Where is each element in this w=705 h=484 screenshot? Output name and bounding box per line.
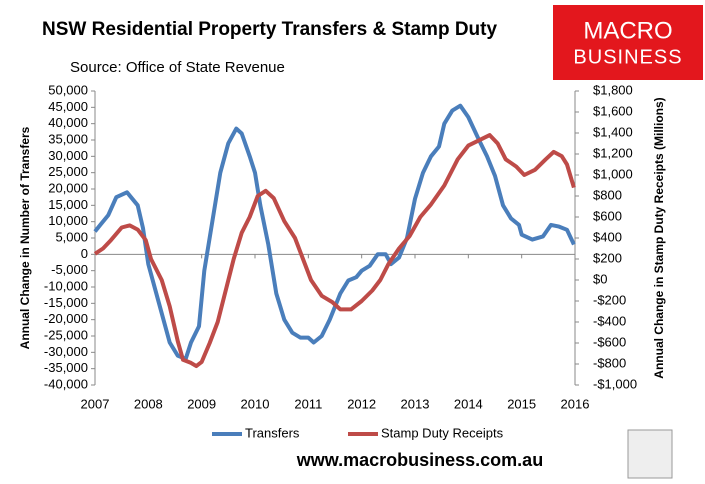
x-tick-label: 2012 <box>347 396 376 411</box>
x-tick-label: 2013 <box>401 396 430 411</box>
y2-tick-label: -$600 <box>593 334 626 349</box>
logo-text: MACRO <box>583 17 672 44</box>
x-tick-label: 2009 <box>187 396 216 411</box>
y-tick-label: 35,000 <box>48 131 88 146</box>
x-tick-label: 2010 <box>241 396 270 411</box>
y2-tick-label: -$200 <box>593 292 626 307</box>
logo-box <box>553 5 703 80</box>
series-line <box>93 133 576 369</box>
chart-title: NSW Residential Property Transfers & Sta… <box>42 19 497 40</box>
y-tick-label: -35,000 <box>44 360 88 375</box>
y-tick-label: 10,000 <box>48 213 88 228</box>
legend-label: Stamp Duty Receipts <box>381 425 504 440</box>
y-tick-label: 20,000 <box>48 180 88 195</box>
website: www.macrobusiness.com.au <box>296 450 543 470</box>
y-tick-label: -10,000 <box>44 278 88 293</box>
y-tick-label: 45,000 <box>48 99 88 114</box>
y2-tick-label: $800 <box>593 187 622 202</box>
y2-tick-label: -$400 <box>593 313 626 328</box>
y2-tick-label: $1,200 <box>593 145 633 160</box>
y-tick-label: 50,000 <box>48 82 88 97</box>
y2-tick-label: $400 <box>593 229 622 244</box>
series-line <box>93 103 576 361</box>
y-tick-label: 0 <box>81 246 88 261</box>
x-tick-label: 2008 <box>134 396 163 411</box>
x-tick-label: 2014 <box>454 396 483 411</box>
x-tick-label: 2015 <box>507 396 536 411</box>
y2-tick-label: $1,800 <box>593 82 633 97</box>
y-tick-label: 15,000 <box>48 197 88 212</box>
y-tick-label: 25,000 <box>48 164 88 179</box>
y2-tick-label: $1,600 <box>593 103 633 118</box>
y2-tick-label: $600 <box>593 208 622 223</box>
y-tick-label: -5,000 <box>51 262 88 277</box>
y2-tick-label: -$1,000 <box>593 376 637 391</box>
y2-tick-label: $0 <box>593 271 607 286</box>
legend-label: Transfers <box>245 425 300 440</box>
y2-axis-label: Annual Change in Stamp Duty Receipts (Mi… <box>652 97 666 378</box>
chart-subtitle: Source: Office of State Revenue <box>70 59 285 76</box>
logo-icon <box>627 429 673 479</box>
y-tick-label: -30,000 <box>44 344 88 359</box>
y-tick-label: 5,000 <box>55 229 88 244</box>
y-tick-label: -15,000 <box>44 295 88 310</box>
y2-tick-label: $1,000 <box>593 166 633 181</box>
y-tick-label: -40,000 <box>44 376 88 391</box>
y2-tick-label: $200 <box>593 250 622 265</box>
x-tick-label: 2011 <box>294 396 322 411</box>
y2-tick-label: $1,400 <box>593 124 633 139</box>
y-axis-label: Annual Change in Number of Transfers <box>18 126 32 349</box>
y2-tick-label: -$800 <box>593 355 626 370</box>
y-tick-label: -20,000 <box>44 311 88 326</box>
y-tick-label: 30,000 <box>48 148 88 163</box>
y-tick-label: 40,000 <box>48 115 88 130</box>
logo-text: BUSINESS <box>573 46 682 68</box>
x-tick-label: 2016 <box>561 396 590 411</box>
y-tick-label: -25,000 <box>44 327 88 342</box>
x-tick-label: 2007 <box>81 396 110 411</box>
